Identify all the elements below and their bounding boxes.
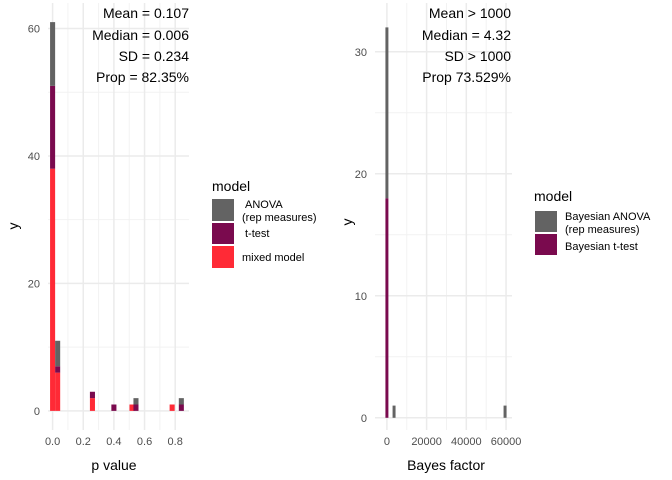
- bayes-factor-histogram: 0 20000 40000 60000 0 10 20 30: [355, 3, 522, 448]
- legend-key-anova: [212, 199, 234, 221]
- bar-mixed-model: [50, 168, 56, 411]
- x-axis-label: p value: [91, 457, 136, 473]
- stat-median: Median = 0.006: [92, 27, 189, 43]
- y-tick-label: 40: [28, 151, 40, 163]
- legend-left: model ANOVA (rep measures) t-test mixed …: [212, 178, 317, 268]
- p-value-histogram: 0.0 0.2 0.4 0.6 0.8 0 20 40 60: [28, 3, 189, 448]
- x-tick-label: 0.4: [106, 436, 121, 448]
- stat-prop: Prop 73.529%: [422, 69, 511, 85]
- y-tick-label: 20: [355, 169, 367, 181]
- stat-mean: Mean = 0.107: [103, 5, 189, 21]
- y-tick-label: 10: [355, 291, 367, 303]
- legend-key-bayesian-t-test: [535, 234, 557, 255]
- bar-t-test: [89, 391, 95, 399]
- bar-t-test: [178, 404, 184, 411]
- y-axis-label: y: [339, 219, 355, 226]
- bar-anova: [133, 398, 139, 405]
- bayes-factor-stats: Mean > 1000 Median = 4.32 SD > 1000 Prop…: [422, 5, 511, 85]
- p-value-stats: Mean = 0.107 Median = 0.006 SD = 0.234 P…: [92, 5, 189, 85]
- stat-median: Median = 4.32: [422, 27, 511, 43]
- legend-key-bayesian-anova: [535, 211, 557, 232]
- x-tick-label: 0.8: [168, 436, 183, 448]
- x-tick-label: 60000: [491, 436, 522, 448]
- stat-prop: Prop = 82.35%: [96, 69, 189, 85]
- legend-label-bayesian-t-test: Bayesian t-test: [565, 241, 638, 253]
- x-tick-label: 20000: [411, 436, 442, 448]
- stat-sd: SD = 0.234: [119, 48, 190, 64]
- x-tick-label: 0.2: [76, 436, 91, 448]
- x-axis-label: Bayes factor: [407, 457, 485, 473]
- legend-label-bayesian-anova-sub: (rep measures): [565, 224, 640, 236]
- legend-label-bayesian-anova: Bayesian ANOVA: [565, 211, 651, 223]
- y-axis-label: y: [5, 223, 21, 230]
- legend-key-mixed-model: [212, 246, 234, 268]
- bar-t-test: [55, 366, 61, 373]
- bar-bayesian-t-test: [385, 198, 389, 418]
- x-tick-label: 0.0: [45, 436, 60, 448]
- y-tick-label: 20: [28, 278, 40, 290]
- bar-t-test: [133, 404, 139, 411]
- x-tick-label: 0: [384, 436, 390, 448]
- bar-mixed-model: [169, 404, 175, 411]
- bar-mixed-model: [55, 372, 61, 411]
- y-tick-label: 30: [355, 47, 367, 59]
- bar-t-test: [50, 85, 56, 169]
- bar-mixed-model: [89, 398, 95, 411]
- bar-bayesian-anova: [392, 405, 396, 418]
- bar-anova: [178, 398, 184, 405]
- y-tick-label: 0: [34, 406, 40, 418]
- stat-sd: SD > 1000: [444, 48, 511, 64]
- legend-label-anova: ANOVA: [245, 199, 283, 211]
- x-tick-label: 0.6: [137, 436, 152, 448]
- legend-label-anova-sub: (rep measures): [242, 212, 317, 224]
- x-tick-label: 40000: [451, 436, 482, 448]
- legend-key-t-test: [212, 223, 234, 244]
- y-tick-label: 60: [28, 23, 40, 35]
- bar-anova: [50, 22, 56, 86]
- legend-label-t-test: t-test: [245, 228, 269, 240]
- bar-anova: [55, 340, 61, 367]
- y-tick-label: 0: [361, 413, 367, 425]
- stat-mean: Mean > 1000: [429, 5, 511, 21]
- legend-title: model: [212, 178, 250, 194]
- bar-mixed-model: [129, 404, 135, 411]
- legend-title: model: [534, 188, 572, 204]
- bar-bayesian-anova: [503, 405, 507, 418]
- bar-t-test: [111, 404, 117, 411]
- legend-label-mixed-model: mixed model: [242, 252, 304, 264]
- legend-right: model Bayesian ANOVA (rep measures) Baye…: [534, 188, 651, 255]
- bar-bayesian-anova: [385, 27, 389, 199]
